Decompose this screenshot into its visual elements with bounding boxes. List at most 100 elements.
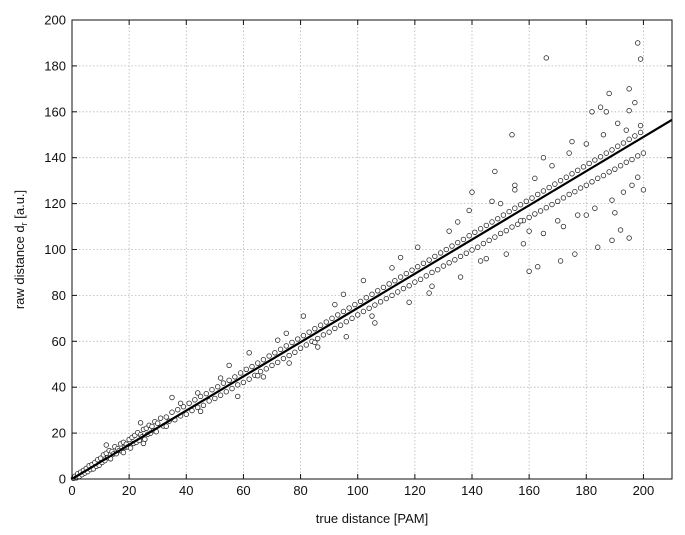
data-point xyxy=(329,315,335,322)
data-point xyxy=(620,140,627,146)
x-tick-label: 200 xyxy=(633,483,655,498)
data-point xyxy=(140,440,147,447)
y-tick-label: 160 xyxy=(44,104,66,119)
data-point xyxy=(217,392,224,398)
data-point xyxy=(223,389,229,395)
data-point xyxy=(572,251,578,257)
data-point xyxy=(569,171,575,177)
data-point xyxy=(283,330,289,336)
axis-ticks xyxy=(71,19,672,480)
y-tick-label: 40 xyxy=(52,380,66,395)
data-point xyxy=(397,254,404,261)
data-point xyxy=(566,150,572,156)
data-point xyxy=(637,122,644,129)
data-point xyxy=(580,164,587,170)
data-point xyxy=(592,157,598,163)
data-point xyxy=(546,184,552,191)
data-point xyxy=(343,319,349,325)
data-point xyxy=(357,298,364,305)
data-point xyxy=(472,229,478,235)
data-point xyxy=(335,312,341,318)
data-point xyxy=(315,344,321,350)
data-point xyxy=(617,163,624,169)
data-point xyxy=(509,132,515,138)
data-point xyxy=(272,350,278,356)
data-point xyxy=(360,308,367,315)
data-point xyxy=(175,407,181,413)
data-point xyxy=(540,155,547,161)
y-tick-label: 180 xyxy=(44,58,66,73)
y-tick-label: 140 xyxy=(44,150,66,165)
data-point xyxy=(203,390,209,397)
data-point xyxy=(500,212,507,218)
data-point xyxy=(163,423,169,429)
data-point xyxy=(612,166,618,172)
data-point xyxy=(375,288,381,294)
data-point xyxy=(480,240,487,247)
data-point xyxy=(426,290,432,296)
data-point xyxy=(275,359,281,366)
data-point xyxy=(512,187,518,193)
data-point xyxy=(395,289,401,295)
data-point xyxy=(589,109,595,115)
data-point xyxy=(457,274,464,280)
data-point xyxy=(452,257,458,263)
data-point xyxy=(415,264,421,270)
data-point xyxy=(295,336,301,342)
data-point xyxy=(180,404,187,410)
data-point xyxy=(195,404,201,411)
y-axis-title-units: [a.u.] xyxy=(12,190,27,223)
data-point xyxy=(532,175,538,182)
data-point xyxy=(286,360,292,366)
data-point xyxy=(372,302,378,308)
data-point xyxy=(163,414,169,420)
data-point xyxy=(292,349,298,355)
data-point xyxy=(209,387,215,393)
data-point xyxy=(483,222,489,229)
data-point xyxy=(423,273,429,279)
data-points xyxy=(70,40,647,481)
data-point xyxy=(555,198,561,204)
data-point xyxy=(597,104,604,110)
data-point xyxy=(466,233,472,239)
data-point xyxy=(103,442,109,448)
data-point xyxy=(397,274,404,280)
data-point xyxy=(232,374,238,380)
data-point xyxy=(626,235,632,241)
data-point xyxy=(489,198,495,204)
data-point xyxy=(432,253,438,260)
data-point xyxy=(389,265,395,271)
data-point xyxy=(592,205,598,211)
data-point xyxy=(597,154,604,160)
data-point xyxy=(429,269,435,276)
data-point xyxy=(437,250,444,256)
data-point xyxy=(206,398,212,404)
data-point xyxy=(463,250,469,256)
data-point xyxy=(300,332,307,339)
data-point xyxy=(512,205,518,211)
data-point xyxy=(275,337,281,343)
data-point xyxy=(469,247,475,253)
data-point xyxy=(577,185,584,191)
grid xyxy=(72,20,672,479)
data-point xyxy=(540,188,547,194)
data-point xyxy=(632,133,638,139)
data-point xyxy=(623,159,629,165)
data-point xyxy=(317,322,324,328)
y-tick-label: 200 xyxy=(44,13,66,28)
data-point xyxy=(526,228,532,234)
data-point xyxy=(517,202,524,208)
data-point xyxy=(169,409,175,415)
data-point xyxy=(609,237,615,243)
y-axis-title: raw distance dr [a.u.] xyxy=(12,190,29,309)
data-point xyxy=(426,257,432,263)
data-point xyxy=(529,195,535,201)
data-point xyxy=(457,253,464,260)
data-point xyxy=(177,400,184,406)
y-axis-title-main: raw distance d xyxy=(12,225,27,309)
data-point xyxy=(595,175,601,182)
data-point xyxy=(183,411,189,417)
y-axis-title-subscript: r xyxy=(19,222,29,225)
data-point xyxy=(575,212,581,218)
